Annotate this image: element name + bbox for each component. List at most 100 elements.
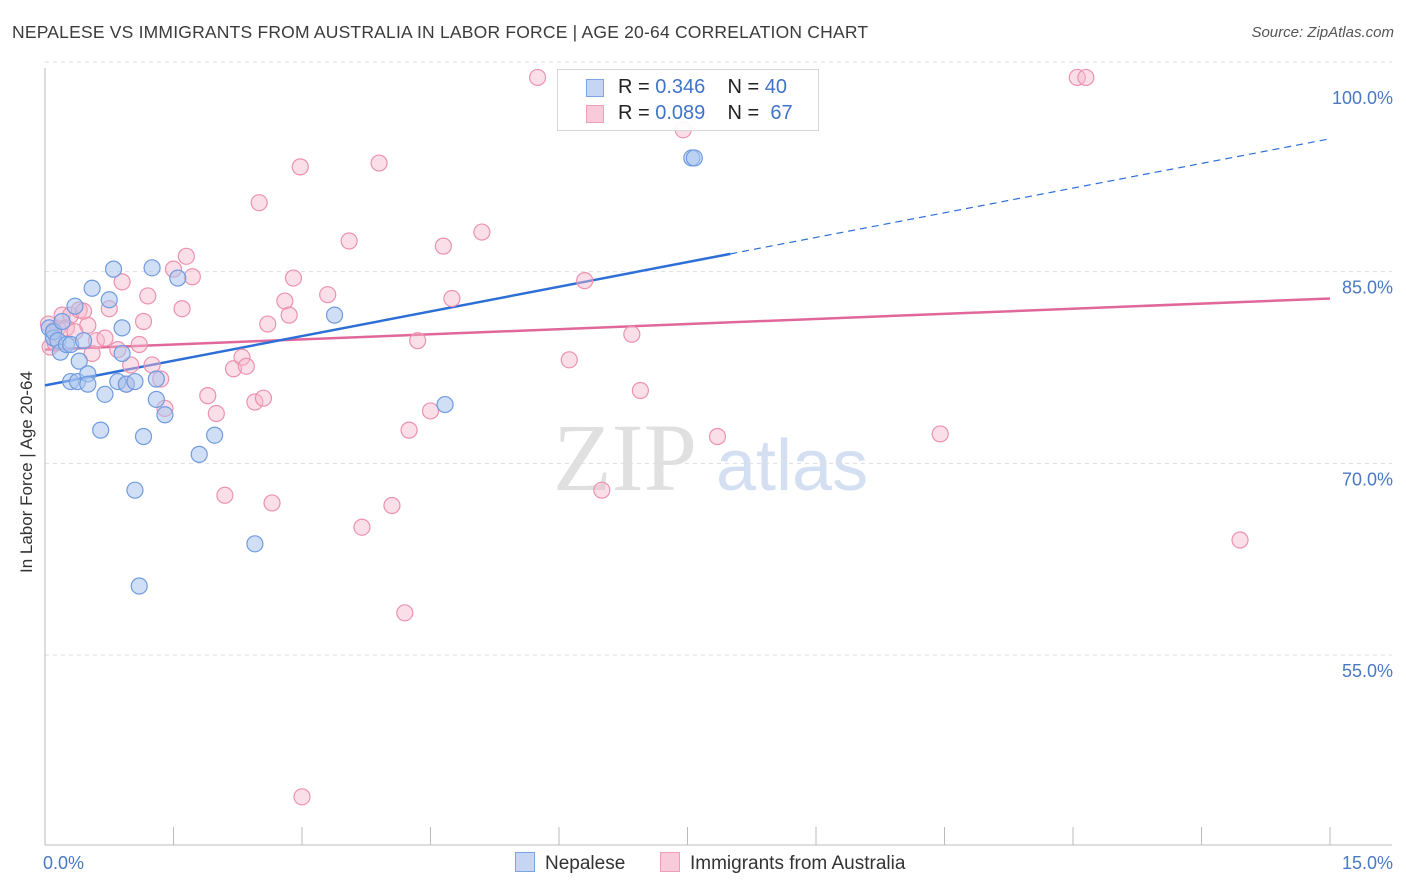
nepalese-point	[130, 577, 148, 595]
nepalese-point	[190, 445, 208, 463]
bottom-nepalese-label: Nepalese	[545, 853, 626, 874]
nepalese-point	[143, 259, 161, 277]
australia-point	[1077, 68, 1095, 87]
nepalese-point	[92, 421, 110, 439]
australia-r-value: 0.089	[655, 102, 706, 124]
australia-point	[593, 481, 611, 499]
australia-point	[421, 402, 440, 420]
nepalese-point	[325, 306, 344, 324]
bottom-nepalese-swatch	[515, 852, 535, 872]
x-axis-tick-labels: 0.0% 15.0%	[43, 853, 1393, 873]
nepalese-point	[74, 332, 93, 350]
australia-point	[134, 312, 153, 331]
australia-point	[177, 247, 195, 265]
australia-point	[623, 325, 641, 343]
australia-point	[224, 360, 243, 378]
australia-point	[576, 272, 594, 290]
nepalese-point	[246, 535, 264, 553]
nepalese-n-label: N =	[727, 76, 760, 98]
australia-point	[173, 300, 191, 318]
australia-point	[199, 387, 217, 405]
nepalese-point	[169, 269, 187, 287]
australia-point	[130, 335, 148, 354]
australia-point	[280, 306, 298, 324]
nepalese-swatch	[586, 79, 604, 97]
australia-point	[83, 344, 101, 363]
australia-point	[396, 604, 414, 622]
australia-point	[254, 389, 273, 407]
nepalese-point	[134, 427, 153, 446]
australia-point	[631, 381, 649, 400]
nepalese-trend-line	[44, 252, 731, 387]
australia-r-label: R =	[618, 102, 650, 124]
bottom-legend-nepalese: Nepalese	[515, 852, 625, 878]
nepalese-point	[436, 395, 454, 414]
legend-row-nepalese: R = 0.346 N = 40	[558, 74, 818, 102]
australia-point	[319, 286, 337, 304]
australia-point	[1231, 531, 1249, 549]
nepalese-point	[79, 375, 97, 393]
nepalese-points	[40, 149, 703, 595]
nepalese-point	[126, 481, 144, 499]
australia-point	[139, 287, 157, 305]
bottom-australia-swatch	[660, 852, 680, 872]
y-axis-label: In Labor Force | Age 20-64	[17, 371, 36, 573]
australia-point	[237, 357, 255, 375]
watermark-zip: ZIP	[553, 404, 697, 511]
source-credit: Source: ZipAtlas.com	[1251, 24, 1394, 41]
australia-trend-line	[44, 297, 1331, 351]
australia-point	[122, 356, 140, 374]
australia-point	[183, 268, 201, 286]
y-axis-tick-labels: 55.0% 70.0% 85.0% 100.0%	[1332, 88, 1393, 681]
australia-point	[207, 404, 225, 423]
australia-point	[113, 273, 131, 291]
nepalese-point	[66, 297, 84, 315]
australia-point	[293, 788, 311, 806]
australia-point	[263, 494, 281, 512]
australia-point	[931, 425, 949, 443]
australia-swatch	[586, 105, 604, 123]
nepalese-point	[156, 406, 174, 424]
nepalese-point	[104, 260, 123, 278]
nepalese-trend-extension	[730, 138, 1331, 255]
australia-point	[259, 315, 277, 333]
australia-n-label: N =	[727, 102, 760, 124]
australia-point	[353, 518, 371, 536]
australia-point	[216, 486, 234, 504]
australia-point	[79, 316, 97, 334]
nepalese-r-label: R =	[618, 76, 650, 98]
australia-point	[284, 269, 303, 287]
axes	[44, 68, 1392, 846]
nepalese-point	[100, 291, 118, 309]
chart-title: NEPALESE VS IMMIGRANTS FROM AUSTRALIA IN…	[12, 22, 869, 42]
watermark: ZIP atlas	[553, 404, 868, 511]
australia-n-value: 67	[770, 102, 793, 124]
nepalese-point	[147, 390, 165, 409]
australia-point	[400, 421, 418, 439]
australia-point	[96, 329, 114, 347]
nepalese-point	[206, 426, 224, 444]
australia-point	[560, 351, 578, 369]
australia-point	[708, 427, 727, 446]
y-tick-label: 100.0%	[1332, 88, 1393, 108]
trend-lines	[44, 138, 1331, 387]
y-tick-label: 85.0%	[1342, 278, 1393, 298]
nepalese-point	[70, 352, 88, 370]
australia-point	[528, 68, 547, 87]
australia-point	[383, 496, 401, 515]
nepalese-point	[113, 344, 131, 363]
australia-point	[443, 289, 461, 308]
australia-point	[233, 348, 251, 366]
australia-point	[291, 158, 309, 176]
watermark-atlas: atlas	[716, 426, 868, 506]
x-tick-label-max: 15.0%	[1342, 853, 1393, 873]
australia-point	[250, 194, 268, 212]
australia-point	[434, 237, 452, 255]
x-tick-label-min: 0.0%	[43, 853, 84, 873]
nepalese-point	[113, 319, 131, 337]
nepalese-point	[126, 372, 144, 391]
nepalese-point	[96, 385, 114, 403]
bottom-australia-label: Immigrants from Australia	[690, 853, 906, 874]
x-axis-ticks	[44, 827, 1331, 845]
